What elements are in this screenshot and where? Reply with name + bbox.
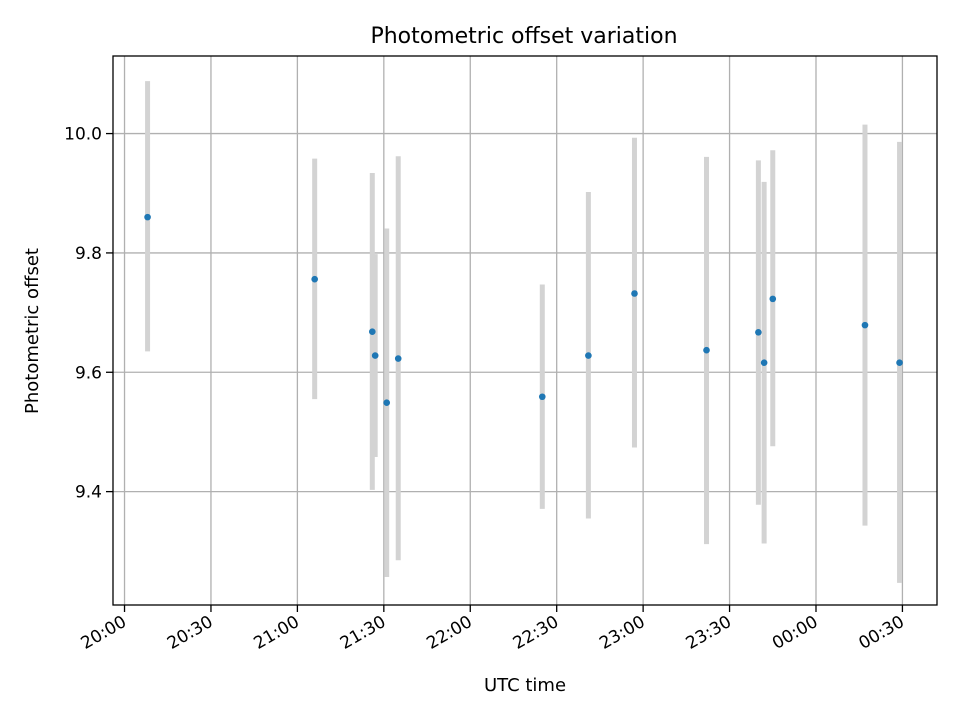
data-point [861, 321, 869, 329]
y-tick-label: 10.0 [64, 125, 102, 145]
plot-frame [112, 55, 938, 606]
chart-title: Photometric offset variation [370, 24, 677, 49]
data-point [371, 352, 379, 359]
data-points [144, 213, 903, 407]
y-tick-label: 9.6 [75, 363, 102, 383]
y-axis-ticks: 9.4 9.6 9.8 10.0 [64, 125, 113, 503]
data-point [896, 359, 903, 367]
data-point [311, 275, 318, 283]
data-point [631, 290, 638, 297]
y-tick-label: 9.8 [75, 244, 102, 264]
x-axis-label: UTC time [484, 675, 566, 696]
data-point [703, 346, 710, 354]
data-point [585, 352, 592, 359]
data-point [383, 399, 391, 407]
data-point [394, 355, 402, 362]
y-axis-label: Photometric offset [22, 248, 43, 414]
y-tick-label: 9.4 [75, 483, 102, 503]
data-point [538, 393, 546, 401]
data-point [760, 359, 768, 367]
data-point [755, 328, 762, 336]
data-point [369, 328, 376, 335]
grid-lines [113, 56, 937, 605]
data-point [769, 295, 777, 303]
data-point [144, 213, 151, 221]
